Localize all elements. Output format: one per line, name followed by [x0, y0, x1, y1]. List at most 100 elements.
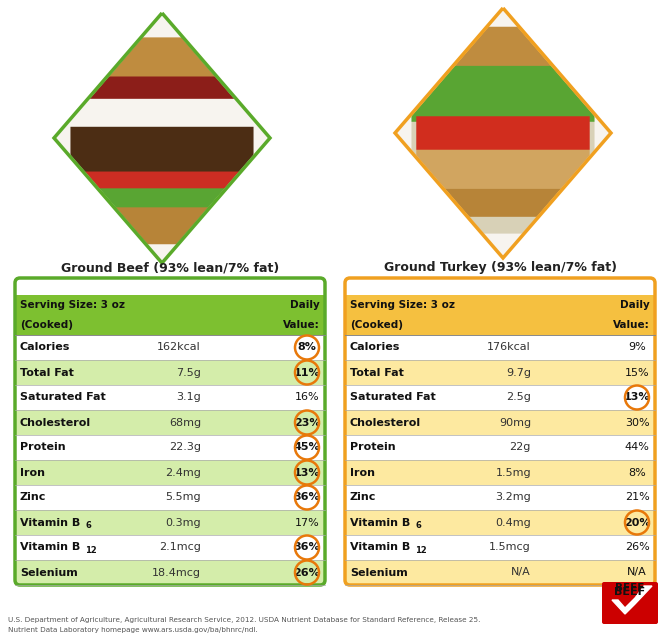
Text: Cholesterol: Cholesterol [20, 417, 91, 428]
FancyBboxPatch shape [345, 295, 655, 335]
FancyBboxPatch shape [345, 435, 655, 460]
Text: Zinc: Zinc [350, 492, 377, 503]
Text: 13%: 13% [293, 467, 320, 478]
Text: 2.1mcg: 2.1mcg [159, 542, 201, 553]
Text: 44%: 44% [624, 442, 649, 453]
Text: 9%: 9% [628, 342, 646, 352]
Text: Total Fat: Total Fat [20, 367, 74, 377]
Text: 13%: 13% [624, 392, 651, 403]
Text: U.S. Department of Agriculture, Agricultural Research Service, 2012. USDA Nutrie: U.S. Department of Agriculture, Agricult… [8, 617, 480, 623]
FancyBboxPatch shape [15, 560, 325, 585]
Text: 68mg: 68mg [169, 417, 201, 428]
Text: 5.5mg: 5.5mg [165, 492, 201, 503]
FancyBboxPatch shape [345, 560, 655, 585]
Text: 15%: 15% [624, 367, 649, 377]
Text: 162kcal: 162kcal [157, 342, 201, 352]
Text: Vitamin B: Vitamin B [350, 542, 410, 553]
Text: Iron: Iron [20, 467, 45, 478]
Text: 1.5mg: 1.5mg [495, 467, 531, 478]
FancyBboxPatch shape [15, 435, 325, 460]
Text: N/A: N/A [627, 568, 647, 578]
Text: BEEF: BEEF [615, 583, 645, 593]
Text: 17%: 17% [295, 517, 320, 528]
Text: 18.4mcg: 18.4mcg [152, 568, 201, 578]
Text: Ground Turkey (93% lean/7% fat): Ground Turkey (93% lean/7% fat) [383, 261, 616, 275]
Text: 12: 12 [85, 546, 96, 555]
FancyBboxPatch shape [345, 510, 655, 535]
Text: Selenium: Selenium [350, 568, 408, 578]
Text: 22.3g: 22.3g [169, 442, 201, 453]
FancyBboxPatch shape [345, 385, 655, 410]
Polygon shape [612, 586, 652, 614]
FancyBboxPatch shape [15, 335, 325, 360]
FancyBboxPatch shape [15, 460, 325, 485]
Text: 26%: 26% [293, 568, 320, 578]
Text: Value:: Value: [283, 320, 320, 330]
PathPatch shape [56, 15, 268, 261]
Text: 45%: 45% [293, 442, 320, 453]
Text: Nutrient Data Laboratory homepage www.ars.usda.gov/ba/bhnrc/ndl.: Nutrient Data Laboratory homepage www.ar… [8, 627, 258, 633]
FancyBboxPatch shape [15, 485, 325, 510]
Text: N/A: N/A [511, 568, 531, 578]
Text: 2.4mg: 2.4mg [165, 467, 201, 478]
Text: 26%: 26% [624, 542, 649, 553]
Text: 8%: 8% [628, 467, 646, 478]
Text: Cholesterol: Cholesterol [350, 417, 421, 428]
FancyBboxPatch shape [15, 535, 325, 560]
Text: Zinc: Zinc [20, 492, 46, 503]
Text: 21%: 21% [624, 492, 649, 503]
Text: 20%: 20% [624, 517, 651, 528]
PathPatch shape [397, 10, 609, 256]
Text: 7.5g: 7.5g [176, 367, 201, 377]
FancyBboxPatch shape [345, 485, 655, 510]
Text: 2.5g: 2.5g [506, 392, 531, 403]
FancyBboxPatch shape [345, 335, 655, 360]
Text: Saturated Fat: Saturated Fat [20, 392, 106, 403]
Text: Protein: Protein [20, 442, 66, 453]
Text: Vitamin B: Vitamin B [20, 517, 80, 528]
Text: Selenium: Selenium [20, 568, 78, 578]
Text: 6: 6 [85, 521, 91, 530]
Text: (Cooked): (Cooked) [20, 320, 73, 330]
Text: 9.7g: 9.7g [506, 367, 531, 377]
Text: 6: 6 [415, 521, 421, 530]
Text: (Cooked): (Cooked) [350, 320, 403, 330]
Text: Ground Beef (93% lean/7% fat): Ground Beef (93% lean/7% fat) [61, 261, 279, 275]
FancyBboxPatch shape [15, 510, 325, 535]
Text: 176kcal: 176kcal [487, 342, 531, 352]
FancyBboxPatch shape [602, 582, 658, 624]
Text: 8%: 8% [297, 342, 316, 352]
FancyBboxPatch shape [345, 360, 655, 385]
Text: Calories: Calories [20, 342, 70, 352]
FancyBboxPatch shape [345, 535, 655, 560]
Text: 11%: 11% [293, 367, 320, 377]
Text: 12: 12 [415, 546, 427, 555]
Text: Value:: Value: [613, 320, 650, 330]
Text: 1.5mcg: 1.5mcg [489, 542, 531, 553]
Text: 0.4mg: 0.4mg [495, 517, 531, 528]
Text: 3.1g: 3.1g [176, 392, 201, 403]
FancyBboxPatch shape [15, 410, 325, 435]
Text: Serving Size: 3 oz: Serving Size: 3 oz [20, 300, 125, 310]
Text: 23%: 23% [293, 417, 320, 428]
Text: 3.2mg: 3.2mg [495, 492, 531, 503]
Text: Total Fat: Total Fat [350, 367, 404, 377]
FancyBboxPatch shape [345, 460, 655, 485]
Text: Protein: Protein [350, 442, 395, 453]
Text: Serving Size: 3 oz: Serving Size: 3 oz [350, 300, 455, 310]
Text: 36%: 36% [293, 542, 320, 553]
FancyBboxPatch shape [15, 360, 325, 385]
Text: Daily: Daily [290, 300, 320, 310]
FancyBboxPatch shape [15, 295, 325, 335]
Text: 22g: 22g [510, 442, 531, 453]
Text: 90mg: 90mg [499, 417, 531, 428]
Text: Daily: Daily [620, 300, 650, 310]
Text: Vitamin B: Vitamin B [350, 517, 410, 528]
Text: 36%: 36% [293, 492, 320, 503]
Text: 30%: 30% [624, 417, 649, 428]
FancyBboxPatch shape [15, 385, 325, 410]
Text: Iron: Iron [350, 467, 375, 478]
Text: Saturated Fat: Saturated Fat [350, 392, 436, 403]
Text: Calories: Calories [350, 342, 401, 352]
Text: 16%: 16% [295, 392, 320, 403]
